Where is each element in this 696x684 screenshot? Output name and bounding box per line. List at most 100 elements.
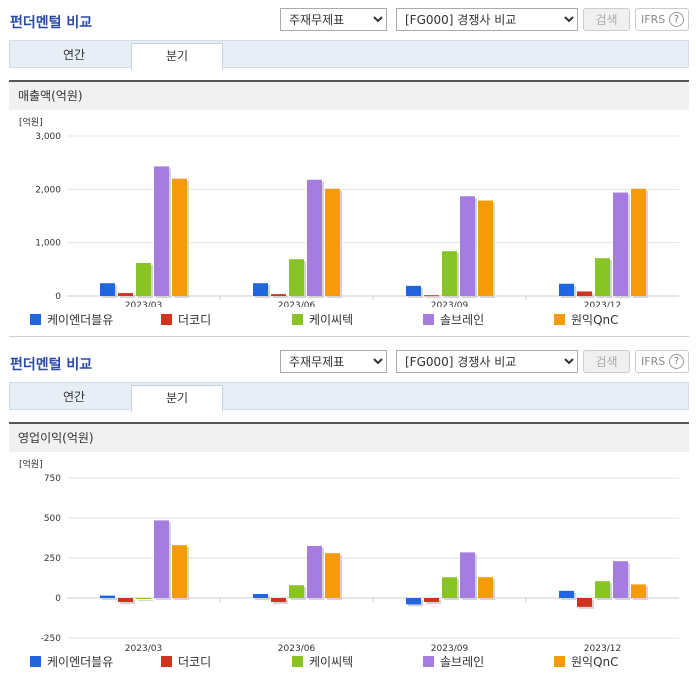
y-tick-label: 750 [44, 474, 61, 484]
tab-annual[interactable]: 연간 [62, 48, 86, 62]
bar [325, 188, 340, 296]
search-button[interactable]: 검색 [583, 8, 630, 31]
panel-title: 펀더멘털 비교 [10, 357, 93, 373]
legend-label: 케이엔더블유 [47, 313, 114, 327]
bar [154, 166, 169, 296]
x-tick-label: 2023/12 [584, 644, 621, 654]
bar [136, 598, 151, 599]
statement-select[interactable]: 주재무제표 [280, 8, 387, 31]
period-tabs: 연간 분기 [9, 382, 689, 412]
fundamental-panel-revenue: 펀더멘털 비교 주재무제표 [FG000] 경쟁사 비교 검색 IFRS ? 연… [0, 0, 696, 338]
y-tick-label: 3,000 [35, 132, 61, 142]
bar-shadow [102, 597, 117, 600]
bar [613, 561, 628, 598]
question-circle-icon: ? [669, 354, 684, 369]
bar [631, 584, 646, 598]
bar [595, 258, 610, 296]
legend-swatch [292, 656, 303, 667]
bar [577, 598, 592, 607]
bar [559, 590, 574, 598]
bar [325, 553, 340, 598]
bar [118, 293, 133, 296]
tab-quarter[interactable]: 분기 [131, 43, 223, 70]
legend-swatch [161, 314, 172, 325]
y-tick-label: 500 [44, 514, 61, 524]
legend-swatch [161, 656, 172, 667]
legend-label: 케이씨텍 [309, 313, 354, 327]
bar-shadow [138, 600, 153, 601]
bar [478, 200, 493, 296]
bar [442, 251, 457, 296]
x-tick-label: 2023/03 [125, 301, 162, 307]
bar [172, 545, 187, 598]
legend-label: 케이엔더블유 [47, 655, 114, 669]
tab-quarter[interactable]: 분기 [131, 385, 223, 412]
bar [631, 188, 646, 296]
revenue-chart: [억원] 0 1,000 2,000 3,000 2023/03 2023/06 2023/0… [9, 112, 689, 311]
ifrs-label: IFRS [641, 13, 666, 26]
bar [478, 577, 493, 598]
legend-label: 원익QnC [571, 655, 619, 669]
bar [118, 598, 133, 602]
panel-divider [9, 336, 689, 337]
metric-title: 매출액(억원) [9, 80, 689, 110]
legend-label: 더코디 [178, 655, 212, 669]
panel-header: 펀더멘털 비교 주재무제표 [FG000] 경쟁사 비교 검색 IFRS ? [0, 342, 696, 380]
bar [271, 294, 286, 296]
bar [100, 595, 115, 598]
statement-select[interactable]: 주재무제표 [280, 350, 387, 373]
revenue-chart-legend: 케이엔더블유 더코디 케이씨텍 솔브레인 원익QnC [30, 313, 680, 331]
x-tick-label: 2023/09 [431, 644, 469, 654]
peer-select[interactable]: [FG000] 경쟁사 비교 [396, 8, 578, 31]
bar [595, 581, 610, 598]
x-tick-label: 2023/06 [278, 301, 316, 307]
search-button[interactable]: 검색 [583, 350, 630, 373]
bar [136, 262, 151, 296]
ifrs-help-button[interactable]: IFRS ? [635, 350, 689, 373]
operating-profit-chart: [억원] -250 0 250 500 750 2023/03 2023/06 2023/09 2… [9, 454, 689, 658]
bar [289, 585, 304, 598]
ifrs-label: IFRS [641, 355, 666, 368]
bar [172, 178, 187, 296]
panel-header: 펀더멘털 비교 주재무제표 [FG000] 경쟁사 비교 검색 IFRS ? [0, 0, 696, 38]
y-tick-label: 250 [44, 554, 61, 564]
legend-swatch [554, 314, 565, 325]
x-tick-label: 2023/12 [584, 301, 621, 307]
x-tick-label: 2023/03 [125, 644, 162, 654]
bar [154, 520, 169, 598]
operating-profit-chart-legend: 케이엔더블유 더코디 케이씨텍 솔브레인 원익QnC [30, 655, 680, 673]
legend-swatch [30, 314, 41, 325]
revenue-chart-svg: [억원] 0 1,000 2,000 3,000 2023/03 2023/06 2023/0… [19, 116, 679, 311]
bar-shadow [426, 297, 441, 299]
tab-annual[interactable]: 연간 [62, 390, 86, 404]
y-tick-label: 1,000 [35, 239, 61, 249]
legend-label: 원익QnC [571, 313, 619, 327]
fundamental-panel-operating-profit: 펀더멘털 비교 주재무제표 [FG000] 경쟁사 비교 검색 IFRS ? 연… [0, 342, 696, 684]
y-tick-label: 0 [55, 594, 61, 604]
bar [442, 577, 457, 598]
bar [577, 291, 592, 296]
bar-shadow [273, 296, 288, 298]
bar [424, 598, 439, 602]
period-tabs: 연간 분기 [9, 40, 689, 70]
legend-swatch [554, 656, 565, 667]
question-circle-icon: ? [669, 12, 684, 27]
bar [253, 594, 268, 598]
bar [307, 179, 322, 296]
bar [253, 283, 268, 296]
metric-title: 영업이익(억원) [9, 422, 689, 452]
peer-select[interactable]: [FG000] 경쟁사 비교 [396, 350, 578, 373]
bar [289, 259, 304, 296]
x-tick-label: 2023/09 [431, 301, 469, 307]
legend-swatch [292, 314, 303, 325]
bar [460, 196, 475, 296]
ifrs-help-button[interactable]: IFRS ? [635, 8, 689, 31]
legend-label: 케이씨텍 [309, 655, 354, 669]
legend-label: 솔브레인 [440, 655, 485, 669]
legend-swatch [423, 656, 434, 667]
y-tick-label: 0 [55, 292, 61, 302]
bar [307, 546, 322, 598]
x-tick-label: 2023/06 [278, 644, 316, 654]
bar [406, 598, 421, 605]
legend-swatch [423, 314, 434, 325]
